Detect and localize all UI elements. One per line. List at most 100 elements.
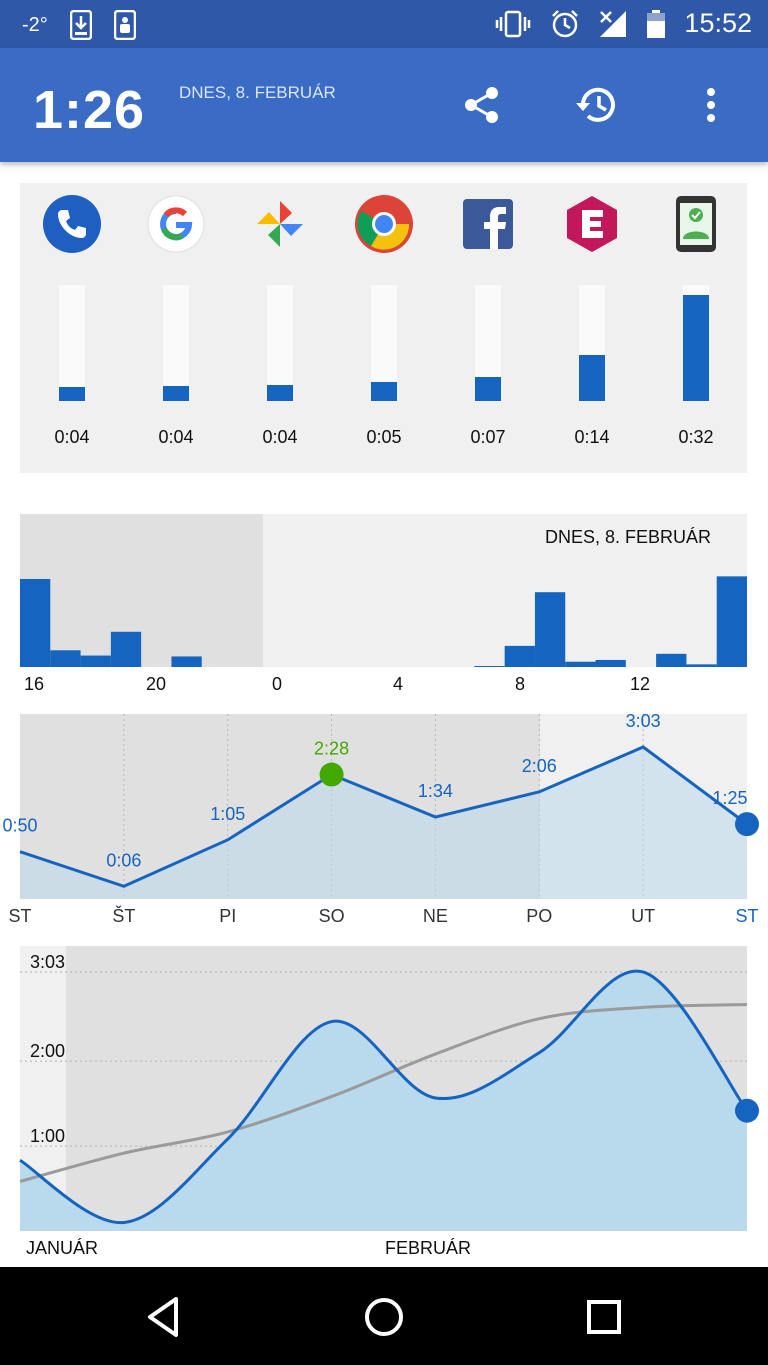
share-icon	[465, 87, 498, 123]
weekly-value-label: 2:28	[314, 739, 349, 759]
more-vert-icon	[707, 88, 715, 122]
hourly-bar	[474, 666, 505, 667]
app-usage-time: 0:05	[366, 427, 402, 447]
weekly-day-label: ST	[8, 906, 31, 926]
date-label: DNES, 8. FEBRUÁR	[179, 83, 336, 102]
hour-label: 0	[272, 674, 283, 694]
weekly-usage-chart: 0:50 ST 0:06 ŠT 1:05 PI 2:28 SO 1:34 NE 2:06 PO 3:03…	[2, 714, 759, 926]
app-item-facebook[interactable]: 0:07	[453, 183, 523, 473]
top-apps-card: 0:04 0:04 0:04 0:05 0:07 0:14	[20, 183, 747, 473]
monthly-y-label: 1:00	[30, 1126, 65, 1146]
weekly-area	[20, 747, 747, 899]
app-item-e[interactable]: 0:14	[557, 183, 627, 473]
back-button[interactable]	[140, 1293, 188, 1341]
weekly-day-label: UT	[631, 906, 655, 926]
weekly-day-label: PO	[526, 906, 552, 926]
monthly-trend-line	[19, 1003, 748, 1183]
usage-bar	[475, 377, 501, 401]
hour-label: 12	[630, 674, 651, 694]
hour-label: 20	[146, 674, 167, 694]
weekly-value-label: 1:05	[210, 804, 245, 824]
previous-day-region	[20, 514, 263, 667]
weekly-value-label: 0:50	[2, 816, 37, 836]
temperature: -2°	[22, 13, 48, 36]
hourly-bar	[80, 655, 111, 667]
usage-bar-track	[371, 285, 397, 401]
app-usage-time: 0:04	[262, 427, 298, 447]
phone-lock-icon	[113, 10, 136, 40]
share-button[interactable]	[459, 82, 505, 128]
weekly-value-label: 3:03	[626, 714, 661, 731]
battery-icon	[647, 9, 666, 38]
app-usage-time: 0:04	[54, 427, 90, 447]
monthly-line	[19, 969, 749, 1225]
usage-bar	[267, 385, 293, 401]
alarm-icon	[552, 9, 579, 37]
weekly-value-label: 1:25	[712, 788, 747, 808]
hourly-bar	[534, 592, 566, 667]
usage-bar	[683, 295, 709, 401]
app-usage-time: 0:04	[158, 427, 194, 447]
weekly-max-point	[319, 762, 344, 787]
app-bar: 1:26 DNES, 8. FEBRUÁR	[0, 48, 768, 162]
facebook-app-icon	[463, 199, 513, 249]
weekly-day-label: ST	[735, 906, 758, 926]
hourly-bar	[171, 656, 202, 667]
history-button[interactable]	[574, 82, 620, 128]
monthly-y-label: 3:03	[30, 952, 65, 972]
usage-bar	[163, 386, 189, 401]
weekly-day-label: SO	[319, 906, 345, 926]
total-usage-time: 1:26	[33, 80, 146, 140]
app-item-usage[interactable]: 0:32	[661, 183, 731, 473]
hour-label: 4	[393, 674, 404, 694]
history-icon	[576, 87, 615, 122]
hourly-bar	[504, 645, 535, 667]
hourly-bar	[110, 631, 142, 667]
app-item-chrome[interactable]: 0:05	[349, 183, 419, 473]
weekly-value-label: 1:34	[418, 781, 453, 801]
weekly-day-label: NE	[423, 906, 448, 926]
weekly-day-label: PI	[219, 906, 236, 926]
hourly-bar	[50, 650, 81, 667]
usage-bar	[371, 382, 397, 401]
app-usage-time: 0:14	[574, 427, 610, 447]
hourly-bar	[20, 579, 51, 667]
app-usage-time: 0:32	[678, 427, 714, 447]
hourly-bar	[716, 576, 747, 667]
clock: 15:52	[684, 8, 752, 38]
usage-bar-track	[475, 285, 501, 401]
e-app-icon	[567, 196, 617, 252]
usage-bar-track	[579, 285, 605, 401]
weekly-value-label: 2:06	[522, 756, 557, 776]
usage-bar-track	[59, 285, 85, 401]
home-button[interactable]	[360, 1293, 408, 1341]
hourly-bar	[656, 653, 687, 667]
hourly-usage-chart: DNES, 8. FEBRUÁR	[20, 514, 747, 667]
hourly-chart-title: DNES, 8. FEBRUÁR	[545, 527, 711, 547]
monthly-y-label: 2:00	[30, 1041, 65, 1061]
weekly-value-label: 0:06	[106, 850, 141, 870]
month-label: FEBRUÁR	[385, 1238, 471, 1258]
app-item-google[interactable]: 0:04	[141, 183, 211, 473]
app-item-phone[interactable]: 0:04	[37, 183, 107, 473]
usage-bar	[59, 387, 85, 401]
weekly-current-point	[735, 812, 759, 837]
app-item-photos[interactable]: 0:04	[245, 183, 315, 473]
more-options-button[interactable]	[688, 82, 734, 128]
monthly-end-point	[735, 1098, 759, 1123]
chrome-app-icon	[355, 195, 413, 253]
usage-bar-track	[267, 285, 293, 401]
hourly-bar	[686, 664, 717, 667]
usage-bar-track	[163, 285, 189, 401]
app-usage-time: 0:07	[470, 427, 506, 447]
google-app-icon	[147, 195, 205, 253]
weekly-day-label: ŠT	[112, 905, 135, 926]
monthly-usage-chart: 0:001:002:003:03 JANUÁR FEBRUÁR	[19, 946, 759, 1258]
phone-app-icon	[43, 195, 101, 253]
usage-bar-track	[683, 285, 709, 401]
month-label: JANUÁR	[26, 1238, 98, 1258]
hour-label: 8	[515, 674, 526, 694]
no-signal-icon	[600, 10, 627, 37]
recents-button[interactable]	[580, 1293, 628, 1341]
navigation-bar	[0, 1267, 768, 1365]
